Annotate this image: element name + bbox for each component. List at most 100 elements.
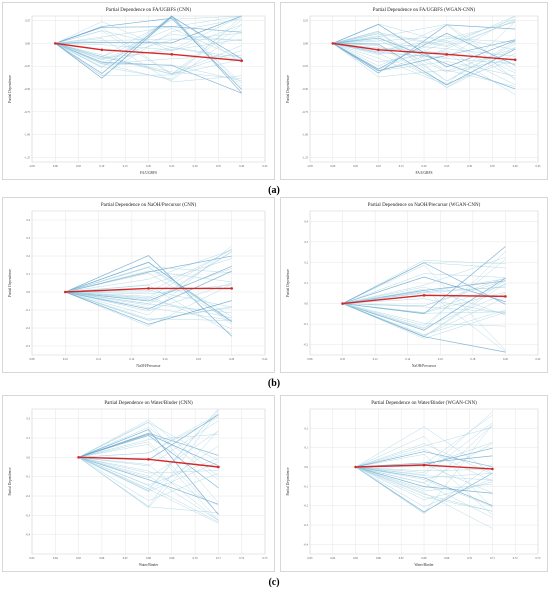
- caption-a: (a): [268, 185, 280, 196]
- pdp-point: [331, 42, 335, 45]
- ice-line: [355, 466, 493, 481]
- ice-line: [355, 422, 493, 475]
- y-tick-label: 0.2: [305, 427, 309, 430]
- pdp-point: [445, 53, 449, 56]
- y-tick-label: -0.2: [26, 327, 31, 330]
- ice-line: [342, 303, 506, 353]
- ice-line: [55, 15, 242, 94]
- y-tick-label: 0.3: [305, 241, 309, 244]
- x-tick-label: 0.70: [193, 557, 198, 560]
- x-tick-label: 0.68: [146, 557, 151, 560]
- x-axis-label: NaOH/Precursor: [412, 364, 437, 368]
- chart-title: Partial Dependence on FA/UGBFS (CNN): [106, 8, 192, 13]
- ice-line: [78, 457, 219, 524]
- y-axis-label: Partial Dependence: [286, 467, 290, 495]
- ice-line: [65, 248, 232, 298]
- x-tick-label: 0.14: [405, 358, 410, 361]
- y-tick-label: 0.1: [27, 273, 31, 276]
- ice-line: [332, 43, 516, 95]
- y-tick-label: 0.4: [27, 219, 31, 222]
- ice-line: [342, 286, 506, 304]
- x-tick-label: 0.45: [536, 165, 541, 168]
- ice-line: [332, 20, 516, 47]
- pdp-point: [217, 465, 220, 469]
- x-tick-label: 0.20: [422, 165, 427, 168]
- ice-line: [355, 427, 493, 468]
- x-tick-label: 0.22: [536, 358, 541, 361]
- ice-line: [65, 270, 232, 310]
- ice-line: [342, 246, 506, 315]
- ice-line: [342, 298, 506, 314]
- ice-line: [65, 291, 232, 321]
- ice-line: [342, 260, 506, 304]
- ice-line: [78, 421, 219, 503]
- y-tick-label: -0.1: [26, 476, 31, 479]
- ice-line: [65, 272, 232, 322]
- x-tick-label: 0.70: [467, 557, 472, 560]
- ice-line: [55, 43, 242, 82]
- y-tick-label: 0.25: [303, 20, 308, 23]
- caption-c: (c): [268, 577, 280, 588]
- pdp-point: [170, 53, 174, 56]
- x-tick-label: 0.16: [163, 358, 168, 361]
- ice-line: [342, 293, 506, 329]
- ice-line: [332, 21, 516, 86]
- y-tick-label: 0.1: [27, 437, 31, 440]
- pdp-point: [422, 463, 426, 467]
- x-tick-label: 0.18: [196, 358, 201, 361]
- x-axis-label: Water/Binder: [414, 563, 434, 567]
- ice-line: [355, 466, 493, 507]
- x-tick-label: 0.68: [422, 557, 427, 560]
- ice-line: [355, 463, 493, 514]
- x-tick-label: 0.66: [99, 557, 104, 560]
- x-axis-label: FA/UGBFS: [140, 171, 157, 175]
- ice-line: [342, 256, 506, 304]
- ice-line: [342, 303, 506, 335]
- ice-line: [65, 262, 232, 323]
- ice-line: [332, 43, 516, 86]
- x-tick-label: 0.20: [229, 358, 234, 361]
- x-tick-label: 0.35: [216, 165, 221, 168]
- ice-line: [355, 451, 493, 468]
- ice-line: [355, 466, 493, 512]
- chart-svg: Partial Dependence on FA/UGBFS (CNN) -0.0…: [2, 2, 275, 180]
- pdp-point: [63, 290, 67, 294]
- ice-line: [78, 457, 219, 492]
- ice-line: [355, 453, 493, 516]
- panel-frame: [280, 2, 548, 180]
- y-tick-label: 0.0: [305, 303, 309, 306]
- ice-line: [342, 277, 506, 307]
- ice-line: [342, 273, 506, 304]
- ice-line: [78, 457, 219, 501]
- x-tick-label: -0.05: [29, 165, 35, 168]
- y-tick-label: -1.25: [302, 156, 308, 159]
- ice-line: [55, 15, 242, 44]
- ice-line: [355, 466, 493, 518]
- ice-line: [355, 411, 493, 473]
- pdp-point: [54, 42, 57, 45]
- x-axis-label: FA/UGBFS: [416, 171, 433, 175]
- y-tick-label: 0.0: [305, 466, 309, 469]
- x-tick-label: 0.64: [53, 557, 58, 560]
- x-tick-label: -0.05: [307, 165, 313, 168]
- ice-line: [78, 457, 219, 506]
- ice-line: [342, 297, 506, 336]
- ice-line: [342, 280, 506, 304]
- plot-area: [31, 15, 266, 163]
- chart-title: Partial Dependence on Water/Binder (CNN): [104, 401, 193, 406]
- pdp-point: [100, 48, 104, 52]
- pdp-point: [147, 457, 150, 461]
- ice-line: [65, 265, 232, 302]
- y-tick-label: 0.1: [305, 447, 309, 450]
- chart-svg: Partial Dependence on FA/UGBFS (WGAN-CNN…: [280, 2, 548, 180]
- plot-area: [309, 15, 539, 163]
- ice-line: [78, 429, 219, 515]
- x-tick-label: 0.63: [308, 557, 313, 560]
- y-tick-label: 0.00: [25, 42, 30, 45]
- x-tick-label: 0.00: [53, 165, 58, 168]
- chart-svg: Partial Dependence on Water/Binder (CNN)…: [2, 395, 275, 572]
- ice-line: [55, 15, 242, 80]
- x-tick-label: 0.20: [503, 358, 508, 361]
- ice-line: [65, 249, 232, 293]
- x-tick-label: 0.05: [353, 165, 358, 168]
